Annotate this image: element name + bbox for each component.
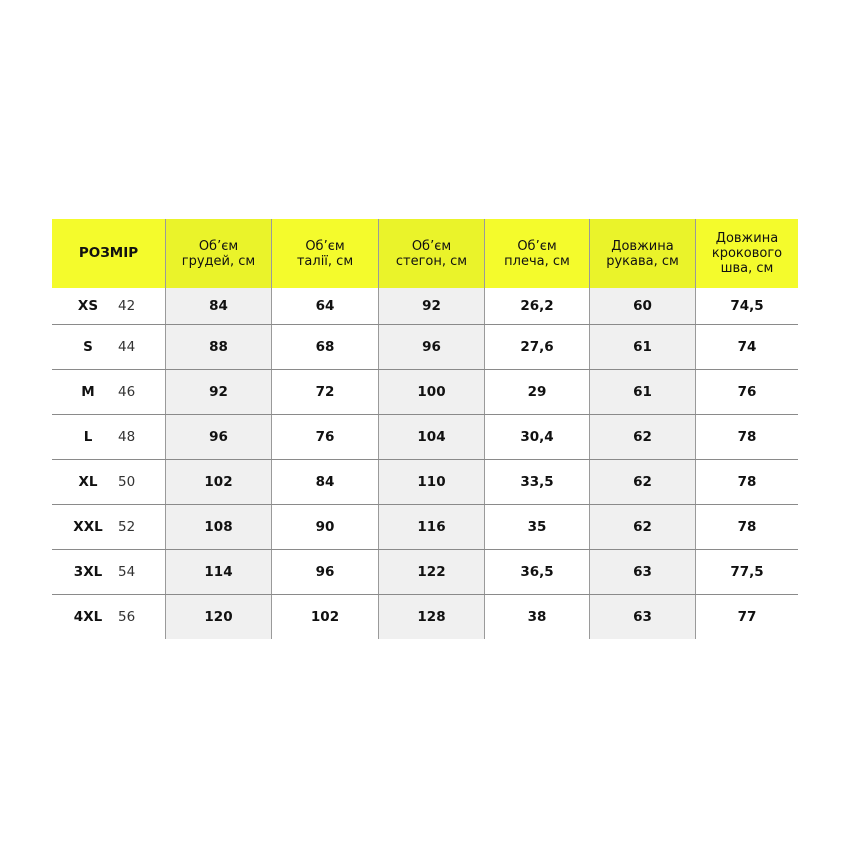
- size-label: XS: [77, 298, 99, 314]
- value-cell: 77,5: [695, 550, 798, 594]
- value-cell: 128: [378, 595, 484, 639]
- size-chart-table: РОЗМІР Об’єм грудей, см Об’єм талії, см Об’…: [52, 219, 798, 639]
- value-cell: 30,4: [484, 415, 589, 459]
- header-column: Об’єм талії, см: [271, 219, 378, 288]
- table-row: M 46 92 72 100 29 61 76: [52, 369, 798, 414]
- size-label: XL: [78, 474, 98, 490]
- table-row: 3XL 54 114 96 122 36,5 63 77,5: [52, 549, 798, 594]
- value-cell: 62: [589, 415, 695, 459]
- size-cell: L 48: [52, 415, 165, 459]
- size-cell: S 44: [52, 325, 165, 369]
- value-cell: 78: [695, 460, 798, 504]
- size-cell: XL 50: [52, 460, 165, 504]
- value-cell: 27,6: [484, 325, 589, 369]
- value-cell: 26,2: [484, 288, 589, 324]
- value-cell: 100: [378, 370, 484, 414]
- value-cell: 122: [378, 550, 484, 594]
- value-cell: 62: [589, 505, 695, 549]
- value-cell: 96: [378, 325, 484, 369]
- size-cell: 3XL 54: [52, 550, 165, 594]
- value-cell: 36,5: [484, 550, 589, 594]
- value-cell: 102: [165, 460, 271, 504]
- value-cell: 92: [378, 288, 484, 324]
- value-cell: 35: [484, 505, 589, 549]
- value-cell: 84: [271, 460, 378, 504]
- size-number: 50: [118, 474, 136, 490]
- size-label: 3XL: [73, 564, 103, 580]
- value-cell: 63: [589, 550, 695, 594]
- table-row: 4XL 56 120 102 128 38 63 77: [52, 594, 798, 639]
- table-row: XXL 52 108 90 116 35 62 78: [52, 504, 798, 549]
- value-cell: 104: [378, 415, 484, 459]
- value-cell: 108: [165, 505, 271, 549]
- size-cell: 4XL 56: [52, 595, 165, 639]
- size-label: L: [83, 429, 93, 445]
- size-number: 52: [118, 519, 136, 535]
- size-label: XXL: [73, 519, 103, 535]
- value-cell: 116: [378, 505, 484, 549]
- size-label: M: [81, 384, 95, 400]
- header-row: РОЗМІР Об’єм грудей, см Об’єм талії, см Об’…: [52, 219, 798, 288]
- header-column: Об’єм плеча, см: [484, 219, 589, 288]
- size-number: 54: [118, 564, 136, 580]
- table-row: S 44 88 68 96 27,6 61 74: [52, 324, 798, 369]
- table-row: L 48 96 76 104 30,4 62 78: [52, 414, 798, 459]
- value-cell: 74,5: [695, 288, 798, 324]
- value-cell: 88: [165, 325, 271, 369]
- size-cell: M 46: [52, 370, 165, 414]
- value-cell: 77: [695, 595, 798, 639]
- value-cell: 96: [271, 550, 378, 594]
- value-cell: 61: [589, 370, 695, 414]
- header-column: Довжина крокового шва, см: [695, 219, 798, 288]
- size-cell: XXL 52: [52, 505, 165, 549]
- value-cell: 61: [589, 325, 695, 369]
- value-cell: 29: [484, 370, 589, 414]
- value-cell: 74: [695, 325, 798, 369]
- value-cell: 120: [165, 595, 271, 639]
- value-cell: 68: [271, 325, 378, 369]
- value-cell: 60: [589, 288, 695, 324]
- value-cell: 62: [589, 460, 695, 504]
- value-cell: 114: [165, 550, 271, 594]
- table-row: XL 50 102 84 110 33,5 62 78: [52, 459, 798, 504]
- value-cell: 78: [695, 505, 798, 549]
- header-column: Об’єм стегон, см: [378, 219, 484, 288]
- value-cell: 78: [695, 415, 798, 459]
- table-body: XS 42 84 64 92 26,2 60 74,5 S 44 88 68 96 27,6 61 74 M 46…: [52, 288, 798, 639]
- value-cell: 110: [378, 460, 484, 504]
- value-cell: 33,5: [484, 460, 589, 504]
- size-number: 44: [118, 339, 136, 355]
- value-cell: 90: [271, 505, 378, 549]
- value-cell: 76: [695, 370, 798, 414]
- value-cell: 76: [271, 415, 378, 459]
- header-column: Об’єм грудей, см: [165, 219, 271, 288]
- value-cell: 38: [484, 595, 589, 639]
- size-number: 48: [118, 429, 136, 445]
- value-cell: 92: [165, 370, 271, 414]
- size-cell: XS 42: [52, 288, 165, 324]
- header-size: РОЗМІР: [52, 219, 165, 288]
- table-row: XS 42 84 64 92 26,2 60 74,5: [52, 288, 798, 324]
- size-number: 42: [118, 298, 136, 314]
- value-cell: 72: [271, 370, 378, 414]
- size-number: 46: [118, 384, 136, 400]
- value-cell: 102: [271, 595, 378, 639]
- header-column: Довжина рукава, см: [589, 219, 695, 288]
- size-number: 56: [118, 609, 136, 625]
- value-cell: 63: [589, 595, 695, 639]
- value-cell: 64: [271, 288, 378, 324]
- value-cell: 84: [165, 288, 271, 324]
- value-cell: 96: [165, 415, 271, 459]
- size-label: 4XL: [73, 609, 103, 625]
- size-label: S: [83, 339, 93, 355]
